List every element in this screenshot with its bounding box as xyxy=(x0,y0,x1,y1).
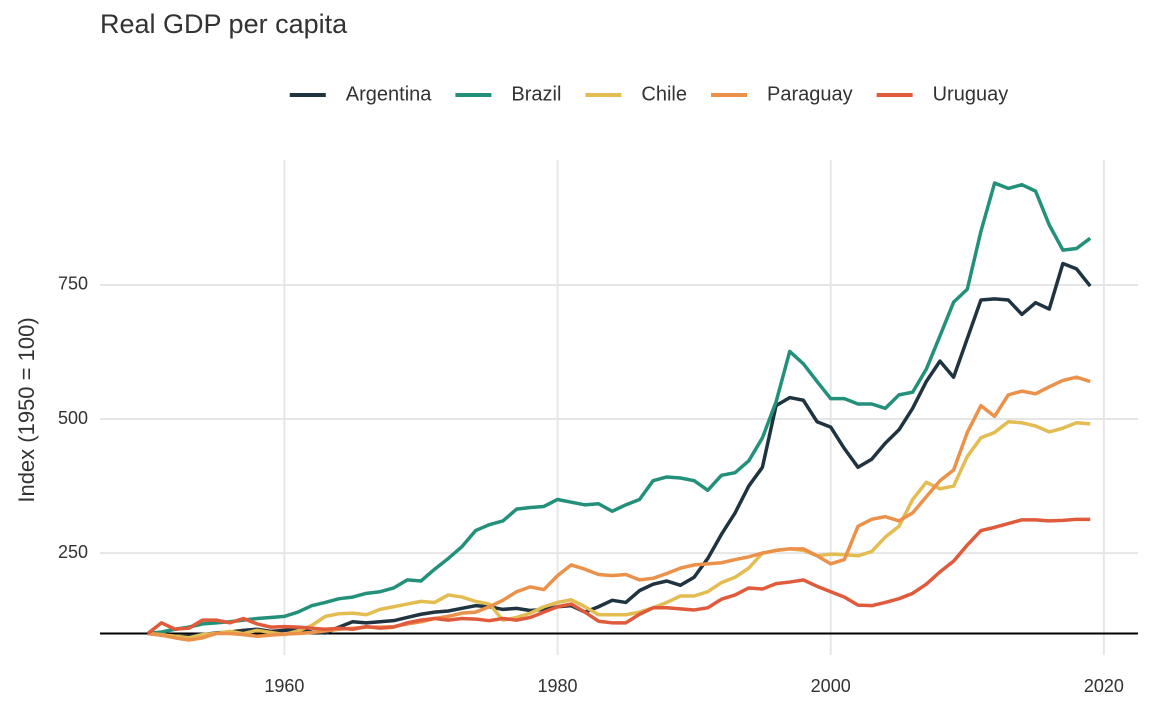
series-line xyxy=(147,181,1092,636)
chart-title: Real GDP per capita xyxy=(100,9,348,39)
y-tick-label: 750 xyxy=(58,274,88,294)
series-line xyxy=(147,261,1092,639)
legend-label: Chile xyxy=(641,83,687,105)
series-line xyxy=(147,419,1091,640)
legend-label: Argentina xyxy=(346,83,432,105)
series-line xyxy=(146,517,1091,635)
y-tick-label: 250 xyxy=(58,542,88,562)
legend-label: Uruguay xyxy=(933,83,1009,105)
series-line xyxy=(147,375,1091,642)
x-tick-label: 2000 xyxy=(811,676,851,696)
x-tick-label: 2020 xyxy=(1084,676,1124,696)
x-tick-label: 1960 xyxy=(264,676,304,696)
legend-label: Paraguay xyxy=(767,83,853,105)
y-axis-label: Index (1950 = 100) xyxy=(14,317,39,502)
x-tick-label: 1980 xyxy=(538,676,578,696)
legend-label: Brazil xyxy=(511,83,561,105)
legend: Argentina Brazil Chile Paraguay Uruguay xyxy=(289,83,1009,105)
y-tick-label: 500 xyxy=(58,408,88,428)
